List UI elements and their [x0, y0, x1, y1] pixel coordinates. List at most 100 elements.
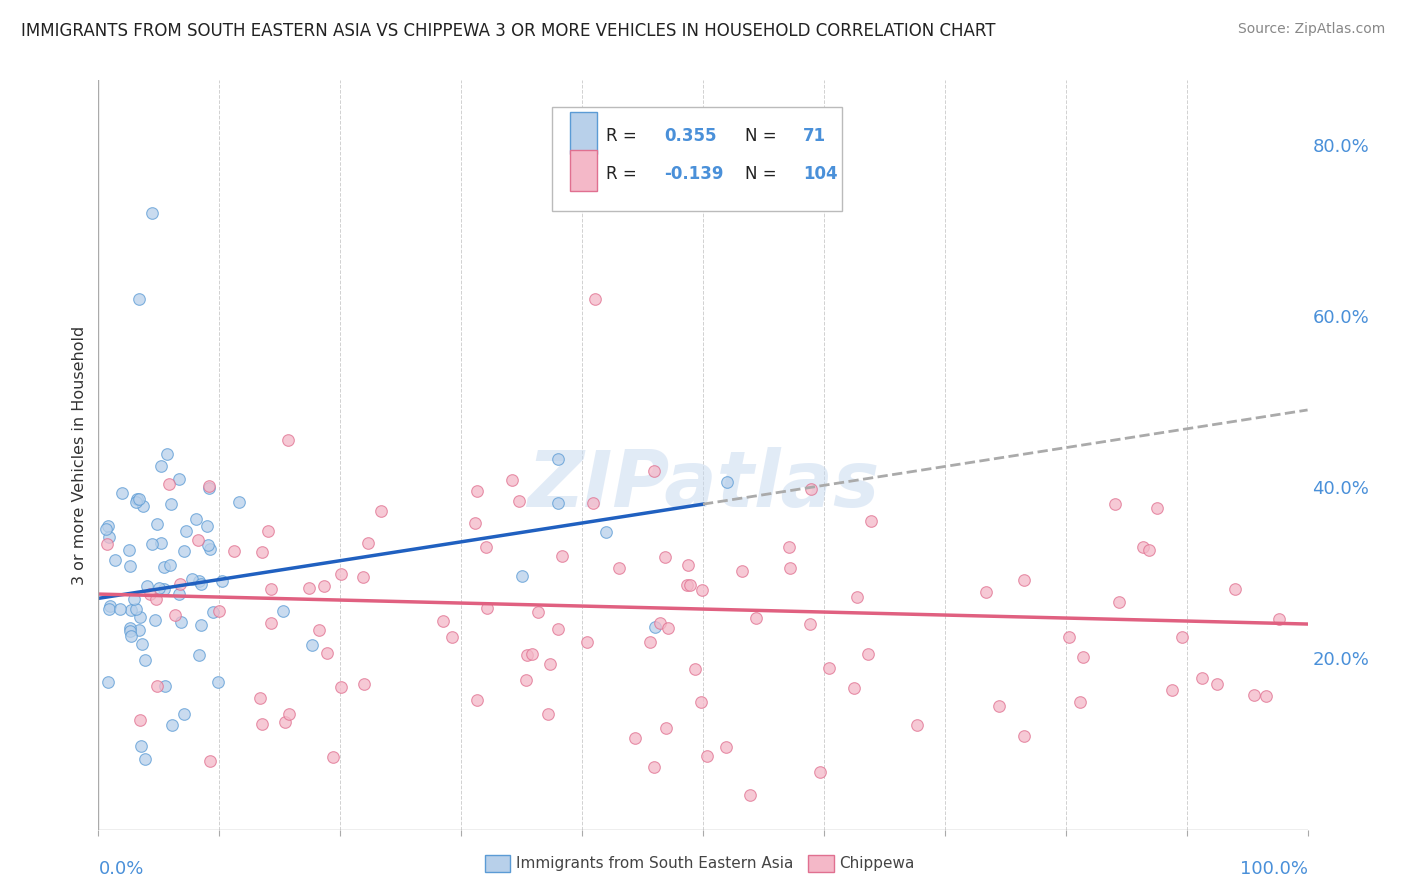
Point — [145, 613, 167, 627]
Point — [278, 707, 301, 722]
Point — [648, 615, 671, 630]
Point — [104, 553, 127, 567]
Point — [157, 476, 180, 491]
Point — [163, 607, 186, 622]
Point — [197, 538, 219, 552]
Point — [464, 516, 486, 531]
Point — [148, 582, 170, 596]
Point — [146, 679, 169, 693]
Point — [987, 698, 1010, 713]
Point — [607, 561, 630, 575]
Point — [198, 755, 221, 769]
Point — [644, 620, 666, 634]
Point — [1191, 671, 1213, 685]
Point — [329, 680, 352, 694]
Point — [657, 621, 679, 635]
Point — [127, 491, 149, 506]
Point — [624, 731, 647, 745]
Point — [260, 582, 283, 596]
Point — [315, 646, 337, 660]
Point — [257, 524, 280, 538]
Point — [118, 621, 141, 635]
Point — [190, 618, 212, 632]
FancyBboxPatch shape — [551, 106, 842, 211]
Point — [201, 605, 224, 619]
Point — [118, 624, 141, 638]
Point — [208, 604, 231, 618]
Point — [187, 574, 209, 589]
Point — [159, 558, 181, 572]
Point — [799, 616, 821, 631]
Point — [180, 573, 202, 587]
Point — [575, 635, 598, 649]
Point — [128, 624, 150, 638]
Point — [160, 497, 183, 511]
Point — [692, 582, 714, 597]
Point — [122, 592, 145, 607]
Point — [595, 524, 617, 539]
Point — [322, 750, 344, 764]
Point — [149, 536, 172, 550]
Point — [94, 522, 117, 536]
Point — [808, 764, 831, 779]
Text: 71: 71 — [803, 128, 827, 145]
Point — [222, 544, 245, 558]
Point — [124, 602, 146, 616]
Point — [271, 604, 294, 618]
Point — [1059, 630, 1081, 644]
Point — [685, 662, 707, 676]
Point — [679, 578, 702, 592]
Point — [800, 483, 823, 497]
Point — [357, 536, 380, 550]
Point — [508, 494, 530, 508]
Point — [252, 717, 274, 731]
Bar — [569, 112, 596, 153]
Text: 104: 104 — [803, 165, 838, 183]
Point — [370, 504, 392, 518]
Point — [1223, 582, 1246, 597]
Point — [136, 579, 159, 593]
Text: 0.355: 0.355 — [664, 128, 717, 145]
Text: N =: N = — [745, 128, 782, 145]
Point — [537, 706, 560, 721]
Point — [170, 615, 193, 629]
Point — [676, 577, 699, 591]
Point — [187, 648, 209, 663]
Point — [475, 541, 498, 555]
Point — [169, 472, 191, 486]
Point — [465, 692, 488, 706]
Point — [655, 721, 678, 735]
Point — [120, 603, 142, 617]
Point — [583, 292, 606, 306]
Text: -0.139: -0.139 — [664, 165, 724, 183]
Point — [129, 610, 152, 624]
Point — [96, 537, 118, 551]
Point — [1171, 630, 1194, 644]
Point — [547, 622, 569, 636]
Point — [432, 615, 454, 629]
Point — [696, 749, 718, 764]
Point — [128, 713, 150, 727]
Point — [905, 718, 928, 732]
Point — [129, 739, 152, 754]
Point — [308, 624, 330, 638]
Point — [1104, 497, 1126, 511]
Point — [654, 549, 676, 564]
Point — [207, 674, 229, 689]
Point — [1256, 690, 1278, 704]
Point — [276, 433, 298, 447]
Point — [689, 695, 711, 709]
Point — [440, 630, 463, 644]
Point — [173, 706, 195, 721]
Point — [160, 718, 183, 732]
Point — [152, 582, 174, 596]
Point — [1132, 540, 1154, 554]
Point — [249, 690, 271, 705]
Point — [314, 579, 336, 593]
Point — [1069, 695, 1091, 709]
Text: Immigrants from South Eastern Asia: Immigrants from South Eastern Asia — [516, 856, 793, 871]
Point — [141, 206, 163, 220]
Text: 100.0%: 100.0% — [1240, 860, 1308, 878]
Point — [190, 576, 212, 591]
Point — [198, 542, 221, 557]
